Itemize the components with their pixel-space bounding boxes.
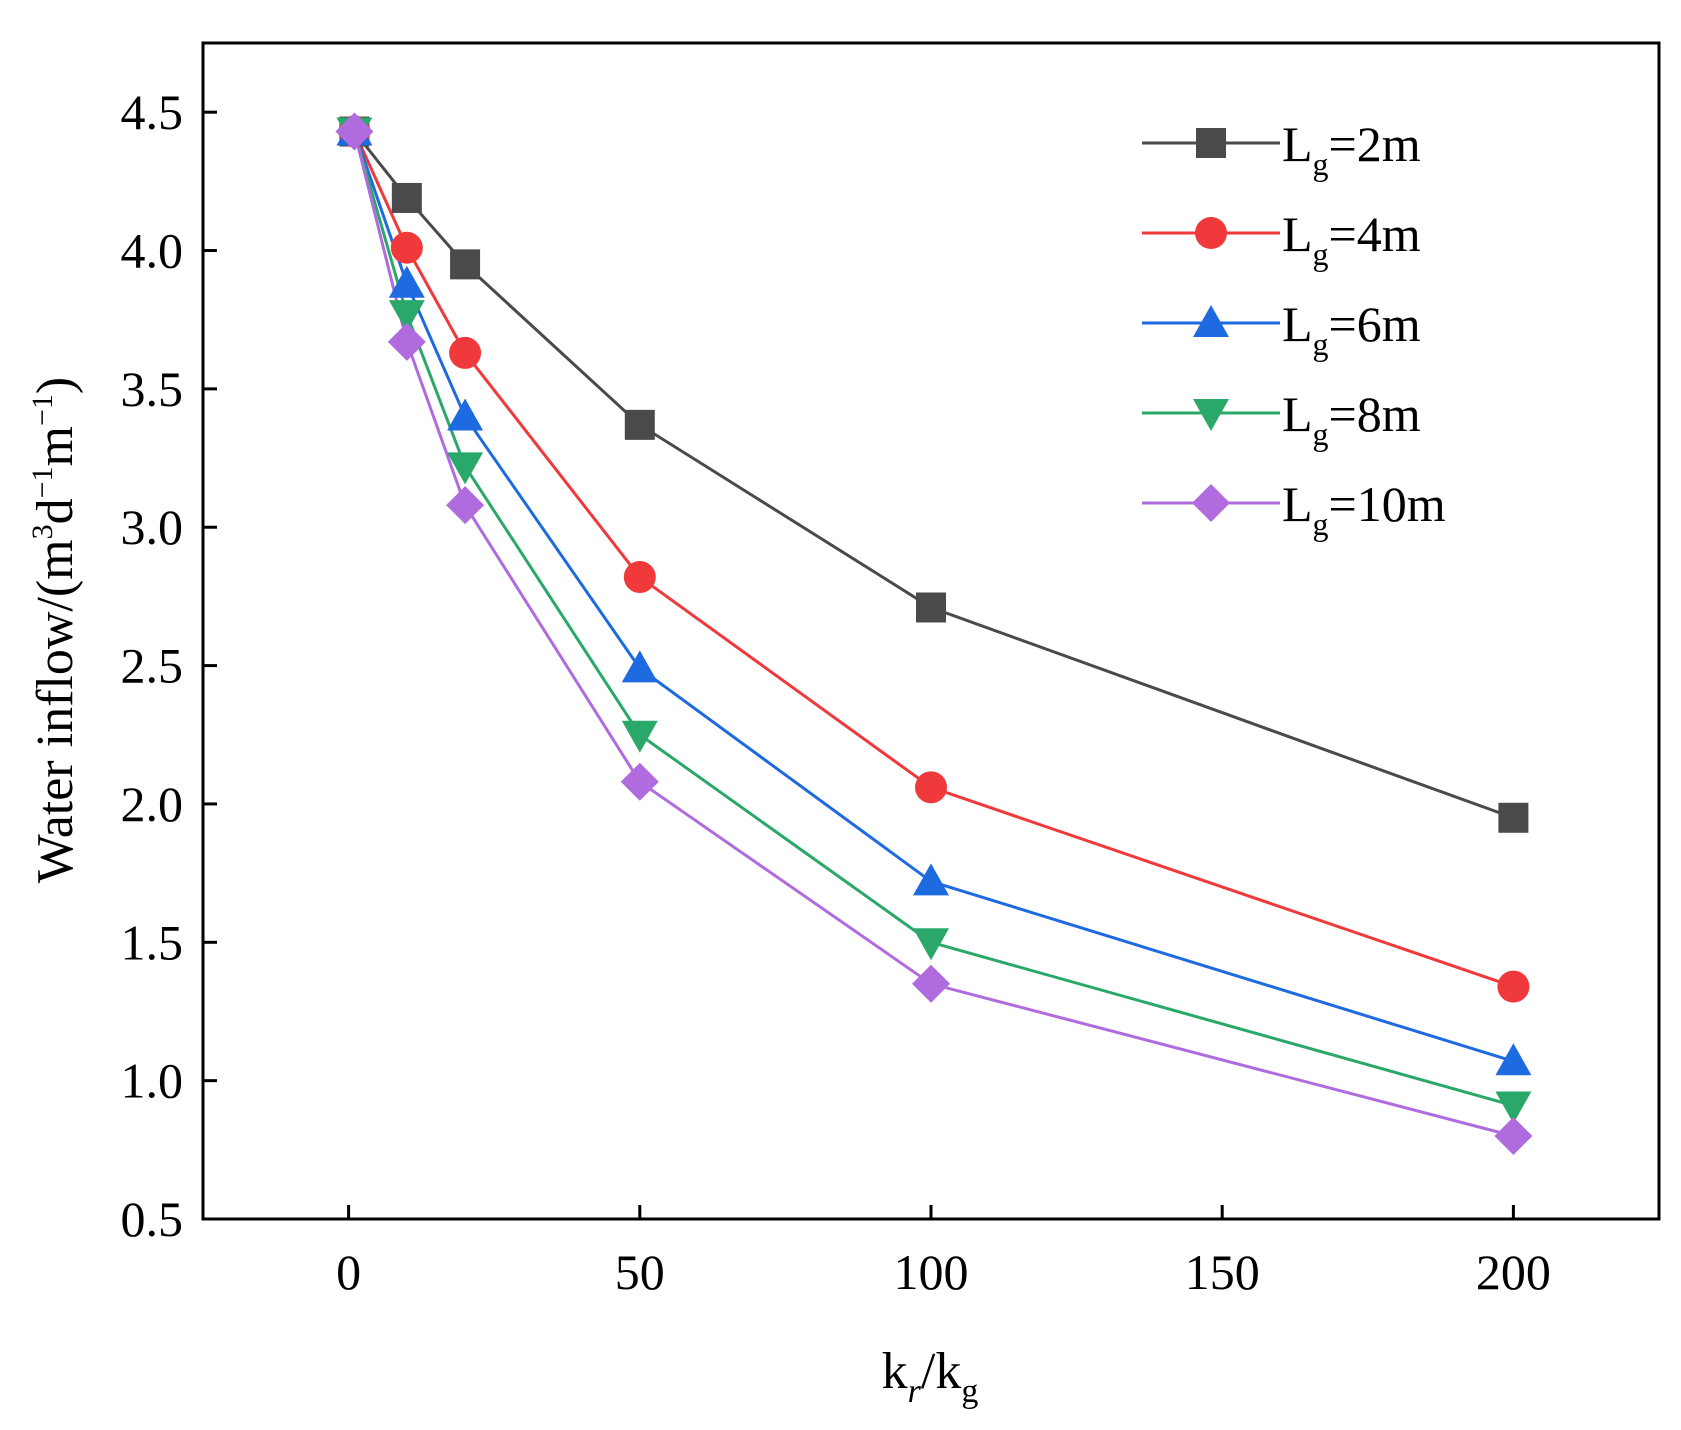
data-point-series-3 — [621, 650, 658, 683]
legend-marker — [1195, 217, 1227, 249]
y-tick-label: 4.5 — [121, 84, 184, 140]
x-tick-label: 200 — [1476, 1244, 1551, 1300]
y-tick-label: 1.5 — [121, 914, 184, 970]
data-point-series-2 — [623, 561, 656, 594]
data-point-series-5 — [912, 964, 950, 1003]
x-axis: 0 50 100 150 200 — [336, 1205, 1551, 1300]
data-point-series-3 — [447, 398, 484, 431]
data-point-series-5 — [387, 322, 426, 361]
y-tick-label: 3.0 — [121, 499, 184, 555]
legend-label: Lg=10m — [1282, 476, 1446, 542]
legend: Lg=2m Lg=4m Lg=6m Lg=8m Lg=10m — [1142, 116, 1446, 542]
y-axis: 0.5 1.0 1.5 2.0 2.5 3.0 3.5 4.0 4.5 — [121, 84, 217, 1247]
data-point-series-1 — [1498, 802, 1529, 833]
x-tick-label: 50 — [615, 1244, 665, 1300]
x-tick-label: 150 — [1185, 1244, 1260, 1300]
legend-label: Lg=6m — [1282, 296, 1421, 362]
data-point-series-2 — [390, 231, 423, 264]
y-tick-label: 3.5 — [121, 361, 184, 417]
data-point-series-2 — [915, 771, 947, 804]
data-point-series-5 — [335, 112, 374, 151]
data-point-series-5 — [620, 762, 659, 801]
y-tick-label: 4.0 — [121, 223, 184, 279]
legend-label: Lg=2m — [1282, 116, 1421, 182]
y-tick-label: 1.0 — [121, 1053, 184, 1109]
legend-label: Lg=4m — [1282, 206, 1421, 272]
legend-label: Lg=8m — [1282, 386, 1421, 452]
data-point-series-1 — [624, 409, 655, 440]
y-axis-title: Water inflow/(m3d−1m−1) — [26, 377, 84, 883]
data-point-series-3 — [913, 863, 949, 896]
data-point-series-2 — [449, 336, 482, 369]
data-point-series-4 — [1495, 1091, 1532, 1124]
data-point-series-5 — [446, 486, 485, 525]
y-tick-label: 2.0 — [121, 776, 184, 832]
data-point-series-1 — [450, 249, 481, 280]
y-tick-label: 2.5 — [121, 638, 184, 694]
data-point-series-4 — [621, 720, 658, 753]
x-tick-label: 0 — [336, 1244, 361, 1300]
plot-frame — [201, 41, 1661, 1221]
data-point-series-2 — [1497, 970, 1530, 1003]
legend-marker — [1192, 484, 1230, 522]
data-point-series-3 — [1495, 1043, 1532, 1076]
series-line-2 — [353, 130, 1514, 988]
y-tick-label: 0.5 — [121, 1191, 184, 1247]
data-point-series-3 — [388, 265, 425, 298]
data-point-series-4 — [388, 300, 425, 333]
data-point-series-5 — [1494, 1116, 1533, 1155]
data-point-series-4 — [447, 452, 484, 485]
series-markers — [335, 112, 1533, 1155]
x-axis-title: kr/kg — [882, 1343, 979, 1410]
legend-marker — [1196, 128, 1226, 158]
data-point-series-1 — [916, 592, 946, 623]
data-point-series-1 — [391, 182, 422, 213]
legend-marker — [1193, 305, 1229, 337]
x-tick-label: 100 — [894, 1244, 969, 1300]
legend-marker — [1193, 399, 1229, 431]
data-point-series-4 — [913, 928, 949, 961]
